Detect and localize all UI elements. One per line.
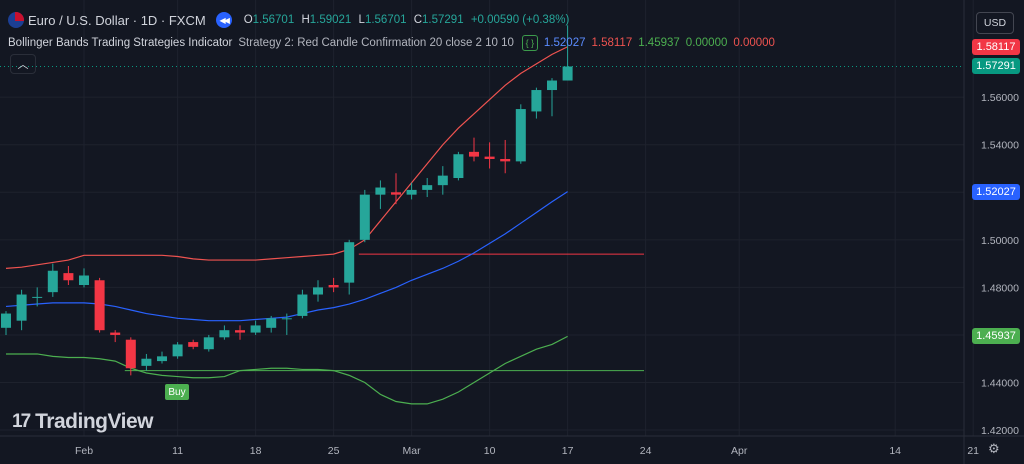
candle-body (406, 189, 417, 195)
x-tick-label: 14 (889, 445, 901, 457)
y-tick-label: 1.54000 (981, 140, 1019, 152)
x-tick-label: Feb (75, 445, 93, 457)
y-tick-label: 1.48000 (981, 282, 1019, 294)
candle-body (391, 192, 401, 195)
ohlc-values: O1.56701 H1.59021 L1.56701 C1.57291 +0.0… (244, 14, 574, 26)
y-tick-label: 1.44000 (981, 378, 1019, 390)
candle-body (422, 185, 433, 190)
candle-body (531, 90, 542, 112)
candle-body (188, 342, 199, 347)
indicator-value-upper: 1.58117 (591, 37, 633, 49)
currency-selector[interactable]: USD (976, 12, 1014, 34)
rewind-icon[interactable]: ◀◀ (215, 12, 232, 28)
candle-body (250, 325, 261, 333)
indicator-value-basis: 1.52027 (543, 37, 586, 49)
candle-body (157, 356, 167, 362)
tradingview-logo-icon: 17 (12, 411, 31, 432)
y-tick-label: 1.56000 (981, 92, 1019, 104)
tradingview-logo: 17 TradingView (12, 410, 153, 434)
x-tick-label: 24 (640, 445, 652, 457)
x-tick-label: 18 (250, 445, 262, 457)
gear-icon[interactable]: ⚙ (988, 441, 1000, 456)
x-tick-label: 21 (967, 445, 979, 457)
price-tag: 1.58117 (972, 38, 1020, 55)
candle-body (219, 330, 230, 338)
tradingview-logo-text: TradingView (35, 410, 153, 433)
indicator-value-lower: 1.45937 (638, 37, 680, 49)
high-label: H (301, 14, 310, 26)
candle-body (297, 294, 308, 316)
change-value: +0.00590 (+0.38%) (470, 14, 570, 26)
candle-body (500, 158, 511, 162)
candle-body (125, 339, 136, 369)
candle-body (79, 275, 89, 286)
basis-line (5, 191, 568, 322)
x-tick-label: 11 (172, 445, 183, 457)
x-tick-label: Apr (731, 445, 748, 457)
indicator-visibility-icon[interactable]: { } (521, 35, 538, 51)
x-tick-label: Mar (403, 445, 422, 457)
y-tick-label: 1.42000 (981, 425, 1019, 437)
open-label: O (243, 14, 253, 26)
candle-body (141, 358, 152, 366)
indicator-params: Strategy 2: Red Candle Confirmation 20 c… (238, 37, 514, 49)
indicator-value-buy: 0.00000 (685, 37, 728, 49)
candle-body (16, 294, 27, 321)
candle-body (515, 109, 526, 162)
close-value: 1.57291 (422, 14, 464, 26)
x-tick-label: 25 (328, 445, 340, 457)
close-label: C (413, 14, 423, 26)
candle-body (437, 175, 448, 186)
candle-body (32, 296, 43, 298)
price-tag: 1.45937 (972, 328, 1020, 345)
price-tag: 1.57291 (972, 58, 1020, 75)
x-tick-label: 10 (484, 445, 496, 457)
price-tag: 1.52027 (972, 183, 1020, 200)
candle-body (484, 156, 495, 159)
lower-band-line (6, 335, 568, 405)
indicator-value-sell: 0.00000 (733, 37, 775, 49)
candle-body (172, 344, 183, 357)
candle-body (547, 80, 557, 91)
candle-body (203, 337, 214, 350)
symbol-title[interactable]: Euro / U.S. Dollar · 1D · FXCM (28, 12, 206, 28)
y-tick-label: 1.50000 (981, 235, 1019, 247)
candle-body (266, 318, 277, 328)
candle-body (1, 313, 11, 328)
candle-body (328, 285, 339, 288)
x-tick-label: 17 (562, 445, 574, 457)
candle-body (94, 280, 105, 331)
chevron-up-icon[interactable]: ︿ (10, 54, 36, 74)
candle-body (63, 273, 74, 281)
candle-body (47, 270, 58, 293)
candle-body (344, 242, 355, 283)
candle-body (453, 154, 464, 179)
candle-body (313, 287, 323, 295)
symbol-header: Euro / U.S. Dollar · 1D · FXCM ◀◀ O1.567… (8, 10, 573, 30)
candle-body (469, 151, 479, 157)
buy-signal-label: Buy (165, 384, 189, 400)
candle-body (375, 187, 386, 195)
candle-body (110, 332, 121, 335)
candle-body (235, 330, 245, 333)
candle-body (359, 194, 370, 240)
open-value: 1.56701 (252, 14, 295, 26)
candle-body (562, 66, 573, 81)
indicator-legend[interactable]: Bollinger Bands Trading Strategies Indic… (8, 35, 781, 51)
low-value: 1.56701 (364, 14, 407, 26)
eur-usd-flag-icon (8, 12, 24, 28)
candle-body (281, 318, 292, 320)
low-label: L (358, 14, 365, 26)
upper-band-line (5, 46, 568, 269)
high-value: 1.59021 (309, 14, 352, 26)
indicator-name[interactable]: Bollinger Bands Trading Strategies Indic… (8, 37, 233, 49)
